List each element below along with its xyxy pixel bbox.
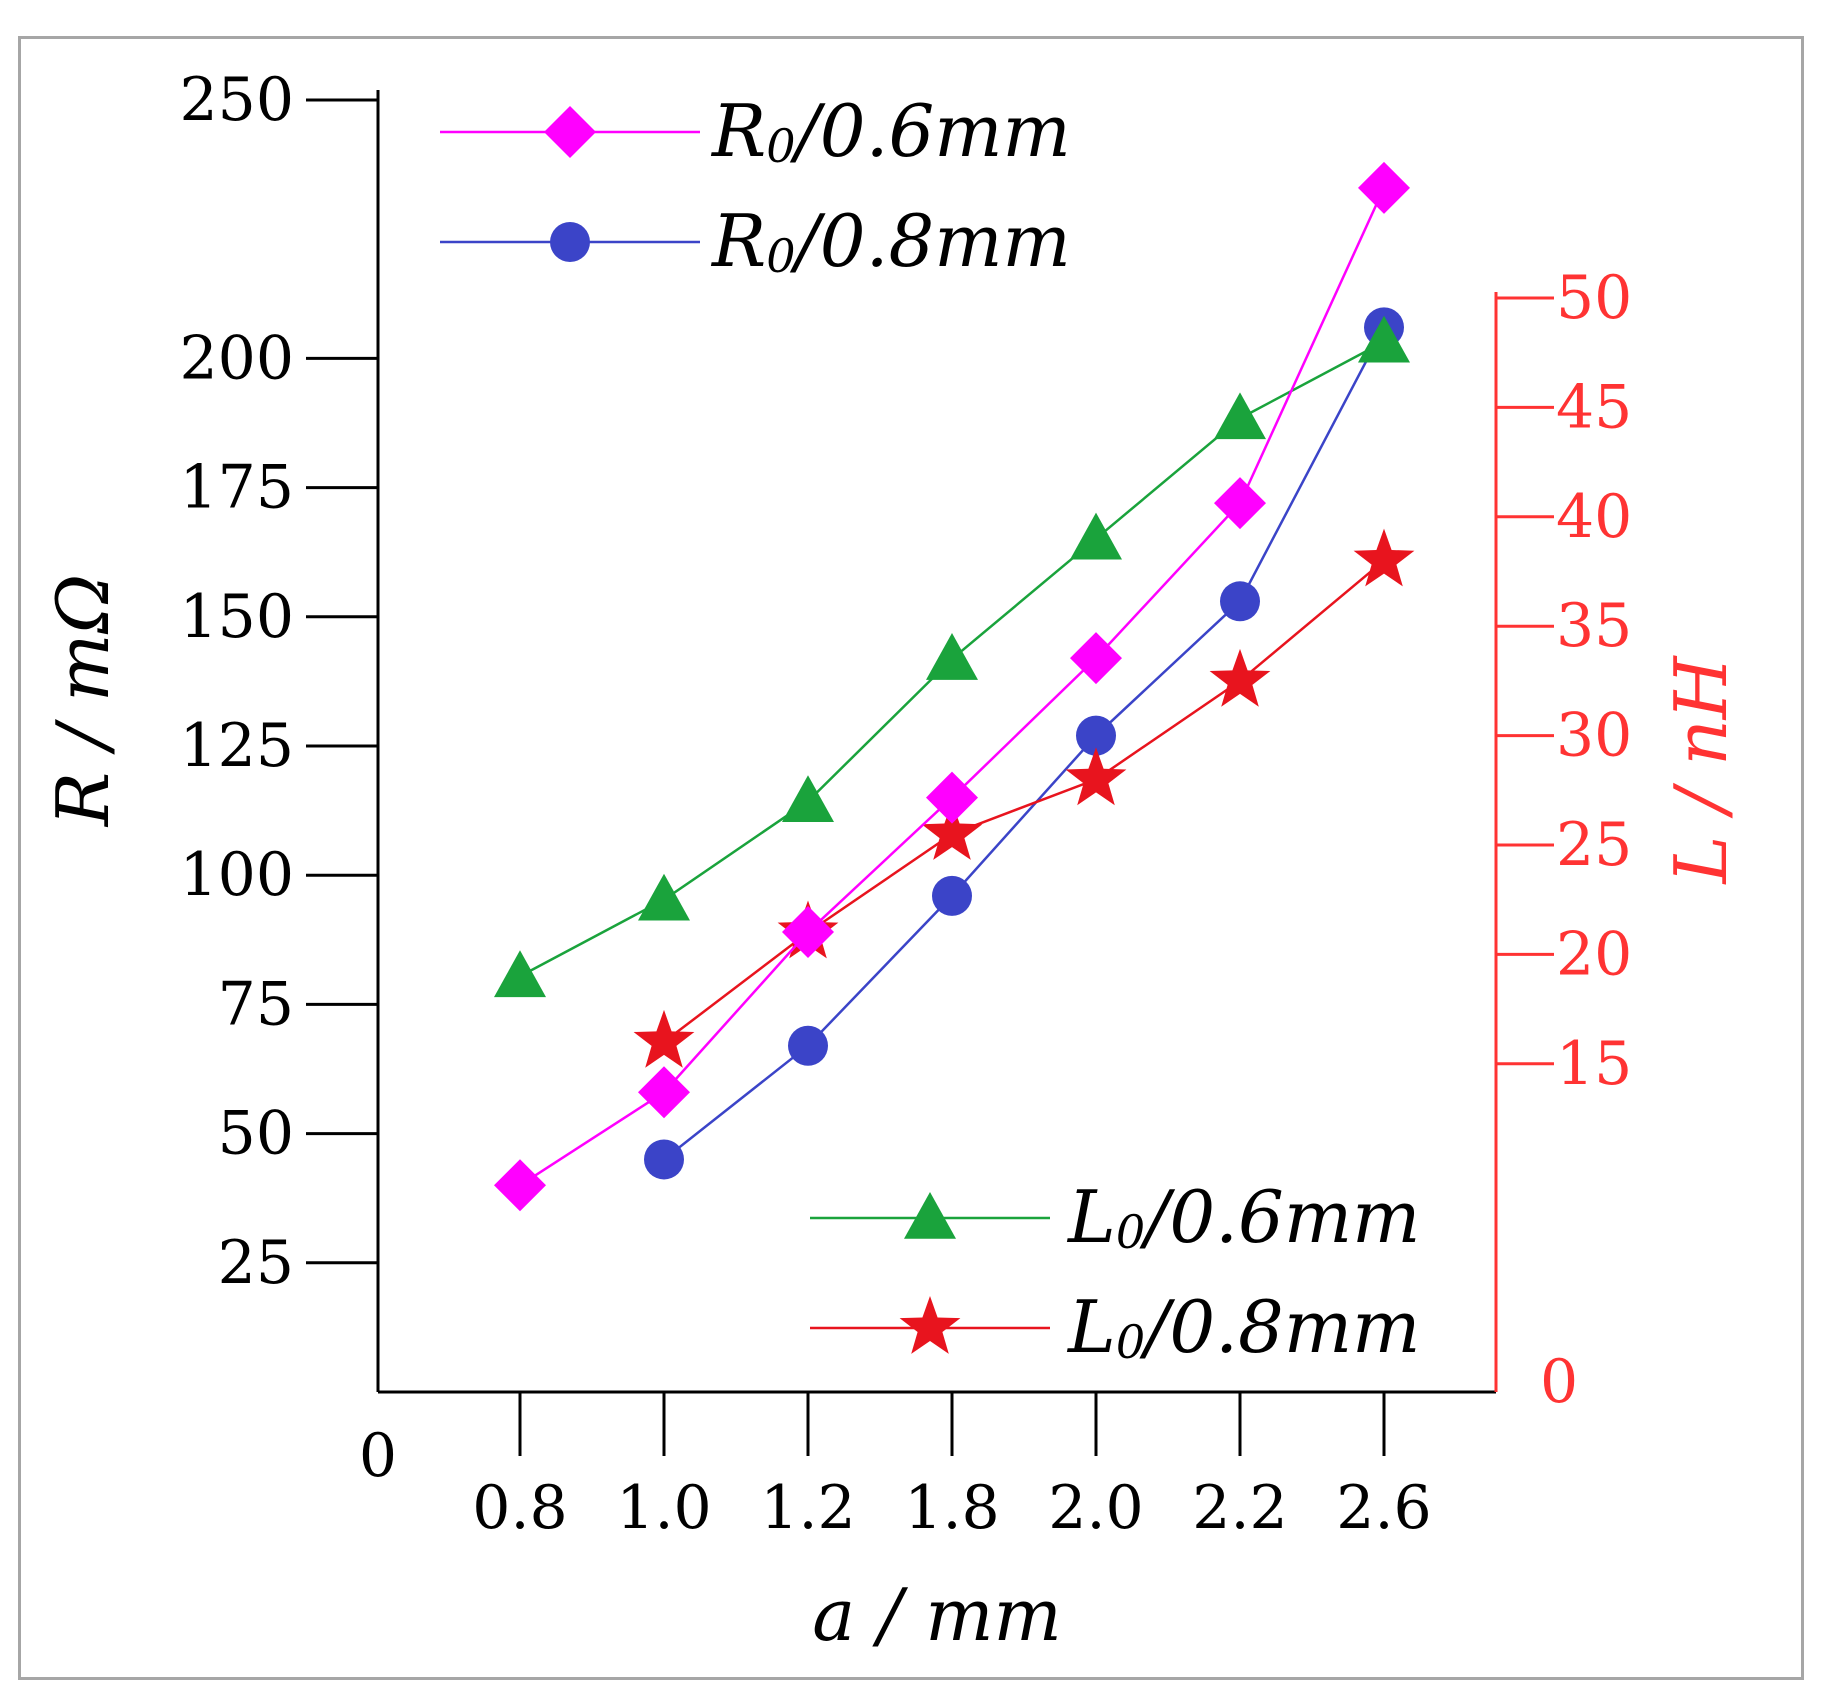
data-point — [1214, 392, 1266, 440]
legend-label: L0/0.8mm — [1066, 1285, 1420, 1369]
legend-label: R0/0.6mm — [710, 89, 1071, 173]
x-tick-label: 1.2 — [760, 1473, 855, 1543]
legend-label: L0/0.6mm — [1066, 1175, 1420, 1259]
data-point — [782, 775, 834, 823]
data-point — [1214, 477, 1266, 530]
data-point — [921, 802, 983, 860]
right-y-axis-title: L / nH — [1659, 655, 1743, 885]
series-layer — [494, 161, 1415, 1212]
data-point — [494, 1159, 546, 1212]
data-point — [1353, 528, 1415, 587]
legend-marker — [904, 1192, 956, 1239]
data-point — [1065, 747, 1127, 806]
x-tick-label: 2.2 — [1192, 1473, 1287, 1543]
right-tick-label: 15 — [1556, 1029, 1632, 1099]
left-tick-label: 200 — [179, 323, 294, 393]
right-tick-label: 25 — [1556, 810, 1632, 880]
data-point — [633, 1009, 695, 1068]
left-tick-label: 75 — [218, 969, 294, 1039]
data-point — [1070, 512, 1122, 560]
data-point — [1358, 315, 1410, 363]
right-tick-label: 50 — [1556, 263, 1632, 333]
legend-marker — [550, 222, 590, 262]
data-point — [788, 1025, 828, 1066]
x-origin-label: 0 — [359, 1421, 397, 1491]
data-point — [1070, 632, 1122, 685]
data-point — [782, 906, 834, 959]
left-tick-label: 100 — [179, 840, 294, 910]
data-point — [1209, 648, 1271, 707]
left-tick-label: 25 — [218, 1228, 294, 1298]
series-r0-0-8mm — [644, 307, 1404, 1180]
right-tick-label: 45 — [1556, 372, 1632, 442]
x-tick-label: 1.8 — [904, 1473, 999, 1543]
data-point — [644, 1139, 684, 1180]
data-point — [932, 875, 972, 916]
data-point — [1220, 581, 1260, 622]
data-point — [926, 771, 978, 824]
left-y-axis-title: R / mΩ — [41, 574, 125, 828]
x-axis-title: a / mm — [812, 1573, 1062, 1657]
legend-item: R0/0.8mm — [440, 199, 1071, 283]
x-tick-label: 1.0 — [616, 1473, 711, 1543]
data-point — [926, 633, 978, 680]
series-r0-0-6mm — [494, 161, 1410, 1212]
data-point — [638, 873, 690, 921]
legend-item: L0/0.6mm — [810, 1175, 1420, 1259]
series-l0-0-6mm — [494, 315, 1410, 998]
left-tick-label: 175 — [179, 453, 294, 523]
legend: R0/0.6mm R0/0.8mm L0/0.6mm L0/0.8mm — [440, 89, 1420, 1369]
data-point — [638, 1066, 690, 1119]
series-line — [663, 326, 1386, 1161]
data-point — [1076, 715, 1116, 756]
left-tick-label: 50 — [218, 1099, 294, 1169]
left-tick-label: 250 — [179, 65, 294, 135]
right-tick-label: 40 — [1556, 482, 1632, 552]
data-point — [1358, 161, 1410, 214]
x-tick-label: 0.8 — [472, 1473, 567, 1543]
legend-marker — [899, 1296, 961, 1354]
x-tick-label: 2.6 — [1336, 1473, 1431, 1543]
right-origin-label: 0 — [1540, 1347, 1578, 1417]
right-tick-label: 30 — [1556, 701, 1632, 771]
axes — [376, 90, 1498, 1394]
series-line — [663, 559, 1385, 1043]
right-tick-label: 35 — [1556, 591, 1632, 661]
right-tick-label: 20 — [1556, 919, 1632, 989]
legend-marker — [544, 106, 596, 158]
figure-frame — [18, 36, 1804, 1680]
axis-titles: a / mm R / mΩ L / nH — [41, 574, 1743, 1657]
left-tick-label: 150 — [179, 582, 294, 652]
data-point — [494, 950, 546, 998]
series-l0-0-8mm — [633, 528, 1415, 1068]
x-tick-label: 2.0 — [1048, 1473, 1143, 1543]
ticks: 25 50 75 100 125 150 175 200 250 0 15 20 25 30 35 40 45 5… — [179, 65, 1632, 1543]
legend-item: R0/0.6mm — [440, 89, 1071, 173]
left-tick-label: 125 — [179, 711, 294, 781]
legend-label: R0/0.8mm — [710, 199, 1071, 283]
legend-item: L0/0.8mm — [810, 1285, 1420, 1369]
